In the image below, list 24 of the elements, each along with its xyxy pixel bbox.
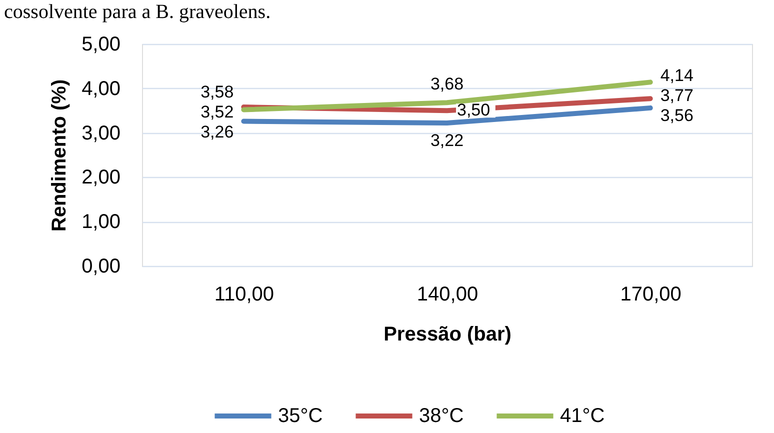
x-axis-title: Pressão (bar) [384,324,512,346]
y-tick-label: 0,00 [82,256,120,278]
x-tick-label: 140,00 [416,284,478,306]
legend-label: 41°C [560,405,605,427]
data-label: 3,50 [457,100,490,120]
y-axis-title: Rendimento (%) [48,79,71,232]
y-tick-label: 4,00 [82,78,120,100]
data-label: 3,56 [660,106,694,126]
data-label: 3,58 [200,82,234,102]
text: cossolvente para a B. graveolens. [4,1,271,23]
x-tick-label: 110,00 [214,284,274,306]
legend-label: 35°C [278,405,323,427]
data-label: 3,68 [430,74,464,94]
y-tick-label: 5,00 [82,34,120,56]
data-label: 3,77 [660,86,694,106]
data-label: 3,52 [200,102,234,122]
y-tick-label: 2,00 [82,166,120,189]
data-label: 4,14 [660,66,694,86]
y-tick-label: 1,00 [82,211,120,234]
x-tick-label: 170,00 [620,284,682,306]
y-tick-label: 3,00 [82,122,120,144]
data-label: 3,22 [430,131,464,150]
data-label: 3,26 [200,122,234,142]
legend-label: 38°C [419,405,464,427]
